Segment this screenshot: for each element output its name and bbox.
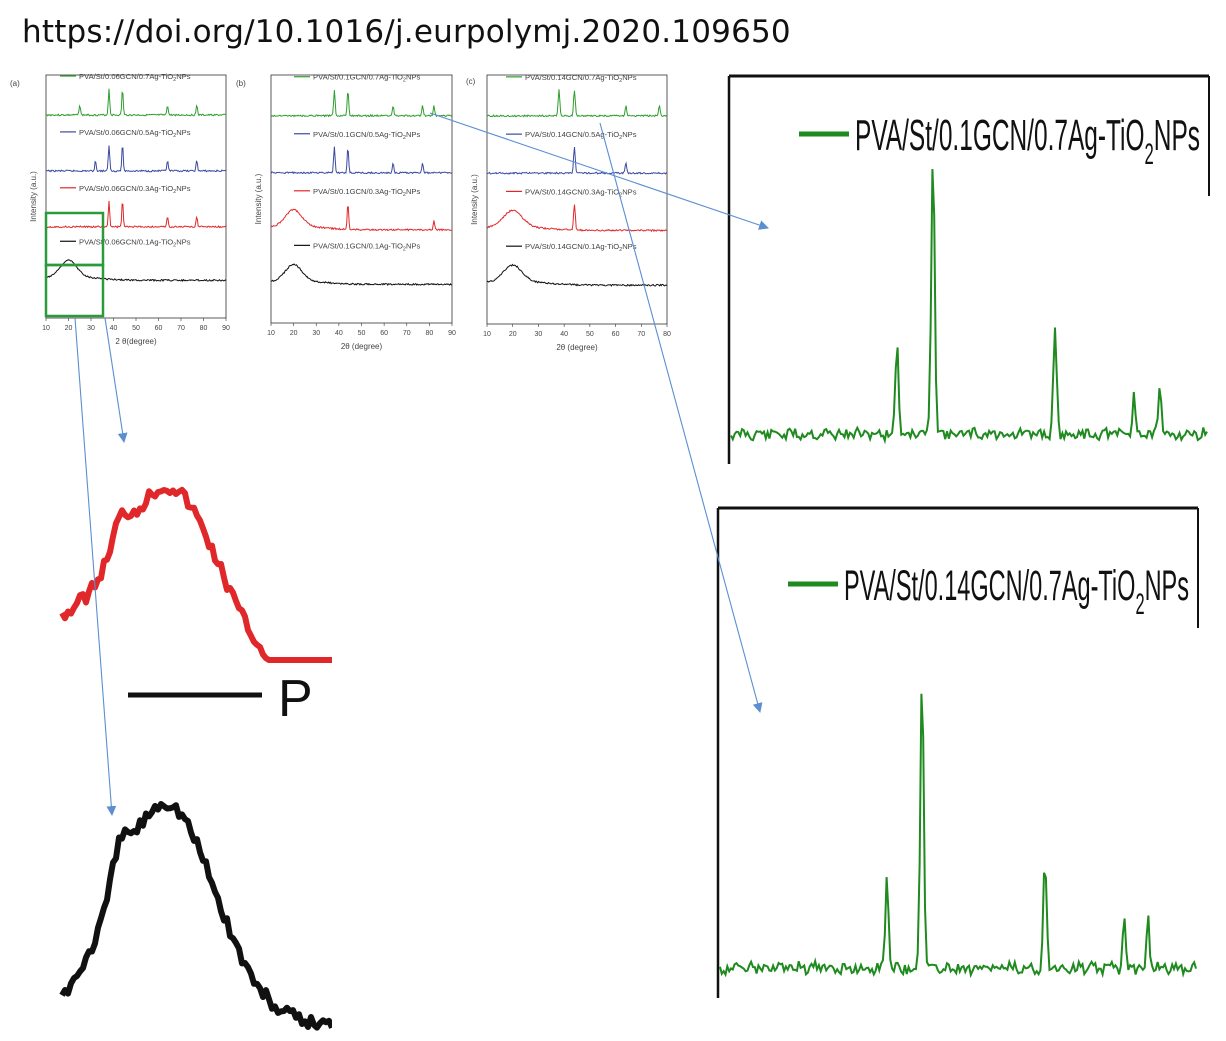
xrd-panel-1: (a) 10 20 30 40 50 60 70 80 90 2 θ(degree) Intensit…	[10, 72, 230, 346]
xrd-panel-3: (c) 10 20 30 40 50 60 70 80 2θ (degree) Intensity …	[466, 73, 671, 352]
legend-label: PVA/St/0.14GCN/0.1Ag-TiO2NPs	[525, 242, 637, 253]
zoom-bottom-right: PVA/St/0.14GCN/0.7Ag-TiO2NPs	[716, 506, 1199, 998]
highlight-boxes	[44, 211, 105, 318]
legend-label: PVA/St/0.1GCN/0.1Ag-TiO2NPs	[313, 241, 421, 252]
x-tick-label: 30	[87, 325, 95, 332]
x-tick-label: 40	[560, 331, 568, 338]
pointer-arrow	[74, 317, 117, 816]
zoom-left: P	[59, 380, 392, 1041]
series-line	[45, 88, 227, 117]
zoom-series-line	[719, 693, 1197, 979]
legend-label: PVA/St/0.06GCN/0.1Ag-TiO2NPs	[79, 237, 191, 248]
x-tick-label: 90	[448, 330, 456, 337]
y-axis-label: Intensity (a.u.)	[470, 174, 479, 225]
x-tick-label: 40	[110, 325, 118, 332]
x-tick-label: 20	[509, 331, 517, 338]
series-line	[45, 259, 227, 282]
doi-link-text: https://doi.org/10.1016/j.eurpolymj.2020…	[22, 14, 791, 50]
red-zoom-line	[59, 486, 332, 663]
x-tick-label: 20	[65, 325, 73, 332]
legend-label: PVA/St/0.1GCN/0.3Ag-TiO2NPs	[313, 187, 421, 198]
panel-tag: (b)	[236, 79, 246, 88]
y-axis-label: Intensity (a.u.)	[29, 171, 38, 222]
x-tick-label: 50	[586, 331, 594, 338]
panel-frame	[486, 74, 668, 325]
panel-tag: (a)	[10, 79, 20, 88]
zoom-panel: PVA/St/0.14GCN/0.7Ag-TiO2NPs	[716, 506, 1199, 998]
panel-frame	[270, 74, 453, 324]
x-tick-label: 30	[312, 330, 320, 337]
y-axis-label: Intensity (a.u.)	[254, 173, 263, 224]
legend-label: PVA/St/0.06GCN/0.5Ag-TiO2NPs	[79, 128, 191, 139]
x-tick-label: 70	[403, 330, 411, 337]
legend-label: PVA/St/0.1GCN/0.7Ag-TiO2NPs	[313, 73, 421, 84]
legend-label: PVA/St/0.1GCN/0.7Ag-TiO2NPs	[855, 111, 1200, 171]
xrd-panel-2: (b) 10 20 30 40 50 60 70 80 90 2θ (degree) Intensit…	[236, 73, 456, 351]
x-axis-label: 2 θ(degree)	[115, 337, 157, 346]
zoom-series-line	[730, 169, 1208, 445]
panel-tag: (c)	[466, 77, 476, 86]
series-line	[271, 263, 452, 287]
series-line	[45, 145, 227, 173]
x-tick-label: 80	[425, 330, 433, 337]
pointer-arrow	[599, 122, 763, 713]
x-tick-label: 60	[612, 331, 620, 338]
x-tick-label: 10	[42, 325, 50, 332]
x-tick-label: 90	[222, 325, 230, 332]
x-axis-label: 2θ (degree)	[341, 342, 383, 351]
panel-frame	[45, 74, 227, 319]
x-axis-label: 2θ (degree)	[556, 343, 598, 352]
x-tick-label: 50	[358, 330, 366, 337]
legend-fragment-text: P	[278, 670, 313, 728]
x-tick-label: 70	[177, 325, 185, 332]
series-line	[270, 146, 453, 175]
legend-label: PVA/St/0.06GCN/0.3Ag-TiO2NPs	[79, 184, 191, 195]
highlight-box-black	[44, 263, 105, 318]
black-zoom-line	[59, 801, 335, 1031]
x-tick-label: 80	[200, 325, 208, 332]
legend-label: PVA/St/0.14GCN/0.7Ag-TiO2NPs	[844, 562, 1189, 621]
x-tick-label: 10	[267, 330, 275, 337]
series-line	[45, 200, 227, 229]
x-tick-label: 40	[335, 330, 343, 337]
series-line	[270, 90, 453, 118]
series-line	[486, 146, 668, 175]
zoom-panel: PVA/St/0.1GCN/0.7Ag-TiO2NPs	[727, 74, 1210, 464]
pointer-arrow	[104, 317, 128, 443]
legend-label: PVA/St/0.14GCN/0.3Ag-TiO2NPs	[525, 187, 637, 198]
x-tick-label: 60	[380, 330, 388, 337]
legend-label: PVA/St/0.14GCN/0.7Ag-TiO2NPs	[525, 73, 637, 84]
x-tick-label: 50	[132, 325, 140, 332]
crop-mask	[332, 380, 392, 1041]
legend-label: PVA/St/0.1GCN/0.5Ag-TiO2NPs	[313, 130, 421, 141]
legend-label: PVA/St/0.14GCN/0.5Ag-TiO2NPs	[525, 130, 637, 141]
x-tick-label: 70	[637, 331, 645, 338]
series-line	[486, 89, 668, 118]
x-tick-label: 20	[290, 330, 298, 337]
x-tick-label: 10	[483, 331, 491, 338]
pointer-arrow	[429, 112, 769, 230]
x-tick-label: 80	[663, 331, 671, 338]
legend-label: PVA/St/0.06GCN/0.7Ag-TiO2NPs	[79, 72, 191, 83]
x-tick-label: 30	[535, 331, 543, 338]
zoom-top-right: PVA/St/0.1GCN/0.7Ag-TiO2NPs	[727, 74, 1210, 464]
pointer-arrows	[74, 112, 769, 816]
series-line	[486, 263, 668, 287]
x-tick-label: 60	[155, 325, 163, 332]
xrd-panels: (a) 10 20 30 40 50 60 70 80 90 2 θ(degree) Intensit…	[10, 72, 671, 352]
series-line	[486, 204, 668, 233]
series-line	[270, 206, 453, 232]
